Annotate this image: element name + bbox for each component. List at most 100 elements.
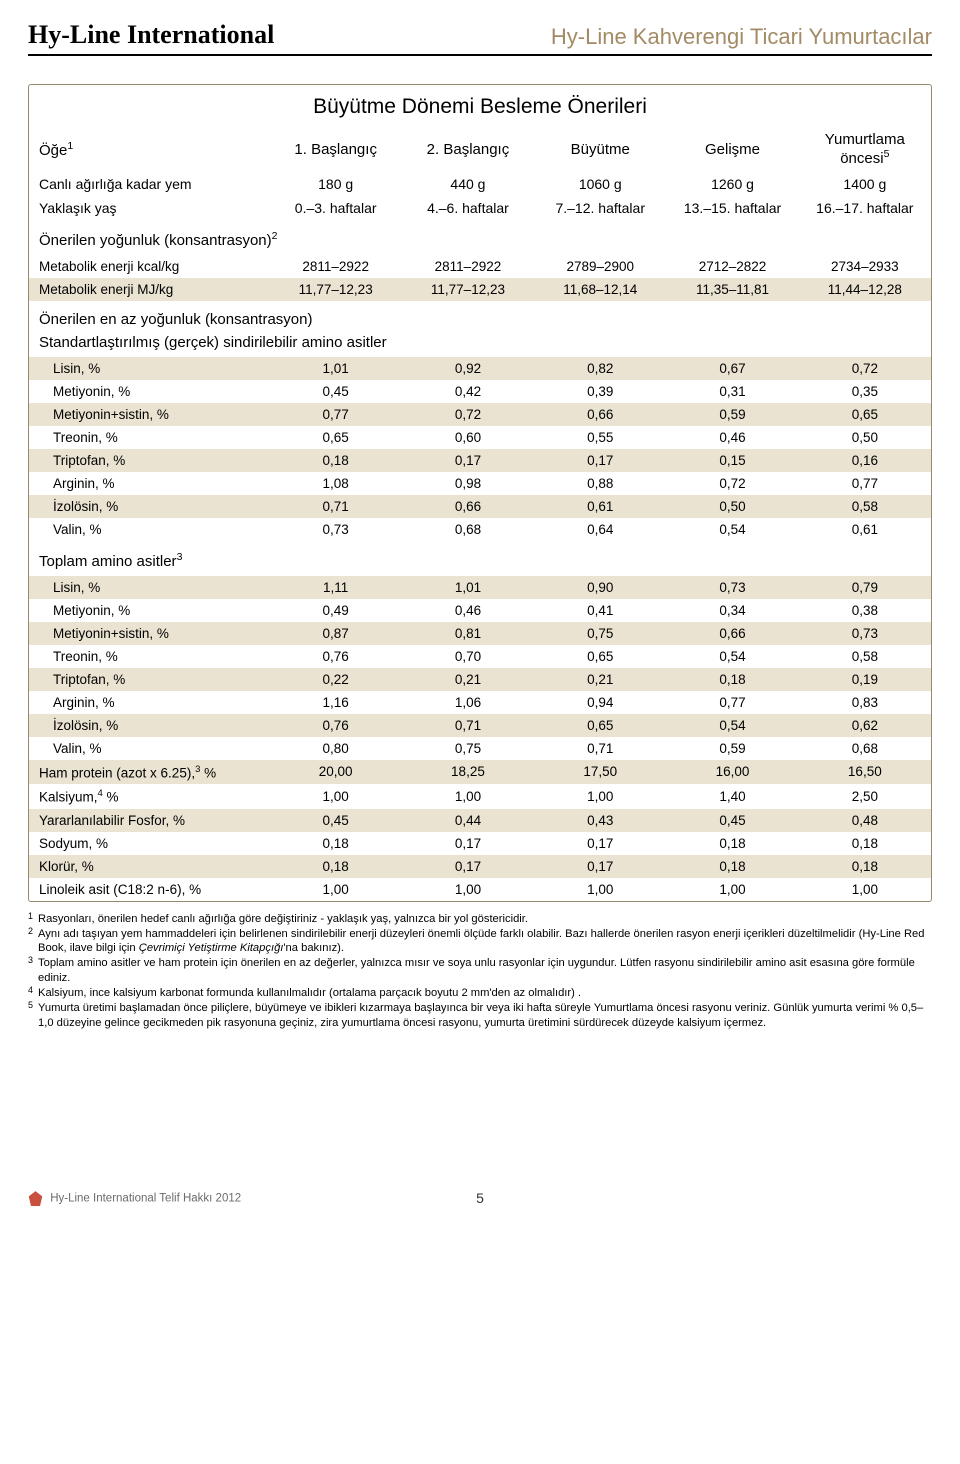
cell-value: 0.–3. haftalar <box>270 196 402 220</box>
cell-value: 0,68 <box>799 737 931 760</box>
row-label: Metiyonin, % <box>29 380 270 403</box>
row-label: Arginin, % <box>29 472 270 495</box>
cell-value: 0,71 <box>402 714 534 737</box>
table-row: Triptofan, %0,180,170,170,150,16 <box>29 449 931 472</box>
cell-value: 13.–15. haftalar <box>666 196 798 220</box>
cell-value: 0,44 <box>402 809 534 832</box>
table-row: Linoleik asit (C18:2 n-6), %1,001,001,00… <box>29 878 931 901</box>
table-row: Metiyonin+sistin, %0,870,810,750,660,73 <box>29 622 931 645</box>
footer-copyright-text: Hy-Line International Telif Hakkı 2012 <box>50 1193 241 1205</box>
cell-value: 2789–2900 <box>534 255 666 278</box>
table-row: Treonin, %0,650,600,550,460,50 <box>29 426 931 449</box>
cell-value: 0,75 <box>534 622 666 645</box>
table-row: Metabolik enerji MJ/kg11,77–12,2311,77–1… <box>29 278 931 301</box>
cell-value: 0,68 <box>402 518 534 541</box>
cell-value: 0,82 <box>534 357 666 380</box>
footnote: 3Toplam amino asitler ve ham protein içi… <box>28 956 932 985</box>
cell-value: 0,72 <box>799 357 931 380</box>
cell-value: 0,18 <box>270 449 402 472</box>
row-label: İzolösin, % <box>29 495 270 518</box>
section-heading: Önerilen yoğunluk (konsantrasyon)2 <box>29 220 931 255</box>
cell-value: 0,67 <box>666 357 798 380</box>
cell-value: 18,25 <box>402 760 534 785</box>
footnote: 5Yumurta üretimi başlamadan önce piliçle… <box>28 1001 932 1030</box>
row-label: Metabolik enerji MJ/kg <box>29 278 270 301</box>
table-row: Klorür, %0,180,170,170,180,18 <box>29 855 931 878</box>
cell-value: 0,76 <box>270 714 402 737</box>
cell-value: 0,17 <box>534 449 666 472</box>
cell-value: 0,59 <box>666 737 798 760</box>
row-label: Arginin, % <box>29 691 270 714</box>
cell-value: 0,64 <box>534 518 666 541</box>
cell-value: 0,75 <box>402 737 534 760</box>
cell-value: 0,15 <box>666 449 798 472</box>
cell-value: 1260 g <box>666 172 798 196</box>
cell-value: 16,00 <box>666 760 798 785</box>
cell-value: 0,18 <box>666 855 798 878</box>
cell-value: 0,94 <box>534 691 666 714</box>
cell-value: 0,45 <box>270 809 402 832</box>
cell-value: 1,00 <box>402 784 534 809</box>
cell-value: 0,22 <box>270 668 402 691</box>
footnotes: 1Rasyonları, önerilen hedef canlı ağırlı… <box>28 912 932 1031</box>
cell-value: 0,76 <box>270 645 402 668</box>
cell-value: 0,66 <box>534 403 666 426</box>
cell-value: 0,65 <box>534 645 666 668</box>
page-number: 5 <box>476 1190 484 1206</box>
column-header: Gelişme <box>666 127 798 172</box>
table-row: Triptofan, %0,220,210,210,180,19 <box>29 668 931 691</box>
cell-value: 1,00 <box>270 784 402 809</box>
cell-value: 2734–2933 <box>799 255 931 278</box>
cell-value: 0,70 <box>402 645 534 668</box>
footnote-number: 3 <box>28 955 38 984</box>
cell-value: 1,01 <box>402 576 534 599</box>
footer-copyright: Hy-Line International Telif Hakkı 2012 <box>28 1191 241 1206</box>
row-label: Treonin, % <box>29 645 270 668</box>
row-label: Metabolik enerji kcal/kg <box>29 255 270 278</box>
cell-value: 1,06 <box>402 691 534 714</box>
cell-value: 11,77–12,23 <box>270 278 402 301</box>
cell-value: 0,81 <box>402 622 534 645</box>
cell-value: 0,18 <box>666 832 798 855</box>
cell-value: 0,80 <box>270 737 402 760</box>
cell-value: 1,16 <box>270 691 402 714</box>
cell-value: 0,98 <box>402 472 534 495</box>
cell-value: 16.–17. haftalar <box>799 196 931 220</box>
table-row: Metabolik enerji kcal/kg2811–29222811–29… <box>29 255 931 278</box>
cell-value: 0,61 <box>799 518 931 541</box>
cell-value: 0,66 <box>666 622 798 645</box>
column-header: Büyütme <box>534 127 666 172</box>
cell-value: 0,61 <box>534 495 666 518</box>
cell-value: 20,00 <box>270 760 402 785</box>
row-label: Lisin, % <box>29 576 270 599</box>
footnote-number: 1 <box>28 911 38 925</box>
footnote-text: Kalsiyum, ince kalsiyum karbonat formund… <box>38 986 932 1000</box>
cell-value: 0,54 <box>666 714 798 737</box>
table-row: Sodyum, %0,180,170,170,180,18 <box>29 832 931 855</box>
cell-value: 0,77 <box>666 691 798 714</box>
cell-value: 0,45 <box>666 809 798 832</box>
table-row: Kalsiyum,4 %1,001,001,001,402,50 <box>29 784 931 809</box>
cell-value: 0,17 <box>402 449 534 472</box>
row-label: Ham protein (azot x 6.25),3 % <box>29 760 270 785</box>
footnote-text: Toplam amino asitler ve ham protein için… <box>38 956 932 985</box>
cell-value: 0,35 <box>799 380 931 403</box>
cell-value: 0,18 <box>799 855 931 878</box>
cell-value: 0,71 <box>534 737 666 760</box>
row-label: Metiyonin+sistin, % <box>29 403 270 426</box>
row-label: Metiyonin+sistin, % <box>29 622 270 645</box>
cell-value: 0,39 <box>534 380 666 403</box>
cell-value: 1,00 <box>534 784 666 809</box>
cell-value: 0,21 <box>402 668 534 691</box>
cell-value: 1,11 <box>270 576 402 599</box>
cell-value: 0,18 <box>666 668 798 691</box>
table-row: Lisin, %1,010,920,820,670,72 <box>29 357 931 380</box>
cell-value: 2811–2922 <box>402 255 534 278</box>
document-header: Hy-Line International Hy-Line Kahverengi… <box>28 20 932 56</box>
cell-value: 0,73 <box>270 518 402 541</box>
cell-value: 11,35–11,81 <box>666 278 798 301</box>
cell-value: 11,68–12,14 <box>534 278 666 301</box>
cell-value: 0,77 <box>270 403 402 426</box>
brand-left: Hy-Line International <box>28 20 274 50</box>
footnote: 2Aynı adı taşıyan yem hammaddeleri için … <box>28 927 932 956</box>
